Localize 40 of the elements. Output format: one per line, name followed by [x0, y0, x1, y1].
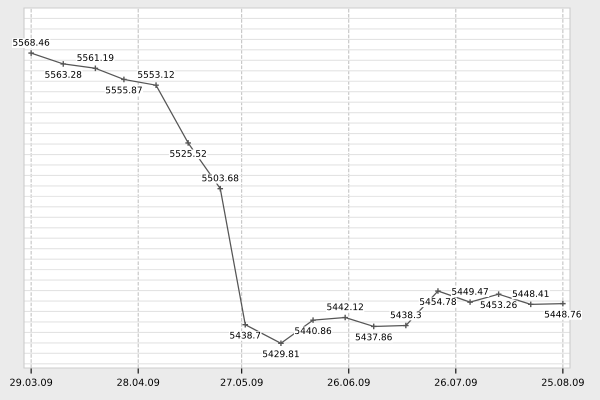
- data-label: 5454.78: [420, 298, 456, 305]
- data-label: 5429.81: [262, 350, 299, 358]
- point: [466, 298, 474, 306]
- point: [527, 300, 534, 308]
- data-label: 5568.46: [13, 38, 50, 46]
- data-label: 5555.87: [106, 86, 142, 94]
- data-label: 5438.7: [230, 332, 260, 339]
- data-label: 5503.68: [202, 174, 238, 182]
- data-label: 5563.28: [45, 71, 82, 78]
- x-tick-label: 28.04.09: [117, 378, 160, 386]
- data-label: 5453.26: [480, 301, 517, 308]
- point: [242, 321, 249, 328]
- data-label: 5438.3: [390, 311, 421, 318]
- point: [342, 314, 349, 321]
- data-label: 5448.76: [544, 310, 581, 318]
- point: [310, 316, 317, 324]
- x-tick-label: 27.05.09: [220, 378, 263, 386]
- point: [152, 82, 160, 89]
- data-label: 5561.19: [77, 54, 114, 61]
- data-label: 5440.86: [295, 327, 332, 334]
- point: [277, 340, 284, 347]
- data-label: 5525.52: [170, 150, 206, 157]
- data-label: 5437.86: [356, 334, 392, 340]
- point: [60, 60, 67, 68]
- x-tick-label: 26.06.09: [328, 378, 370, 386]
- point: [402, 322, 410, 329]
- x-tick-label: 29.03.09: [10, 378, 52, 386]
- point: [370, 322, 378, 330]
- data-label: 5448.41: [512, 290, 549, 298]
- x-tick-label: 25.08.09: [542, 378, 584, 386]
- x-tick-label: 26.07.09: [434, 378, 477, 386]
- point: [92, 64, 99, 72]
- point: [216, 185, 224, 192]
- point: [495, 290, 502, 298]
- point: [184, 139, 192, 146]
- point: [434, 288, 442, 294]
- point: [120, 76, 128, 83]
- data-label: 5449.47: [452, 288, 488, 295]
- data-label: 5442.12: [327, 303, 363, 310]
- data-label: 5553.12: [138, 71, 174, 78]
